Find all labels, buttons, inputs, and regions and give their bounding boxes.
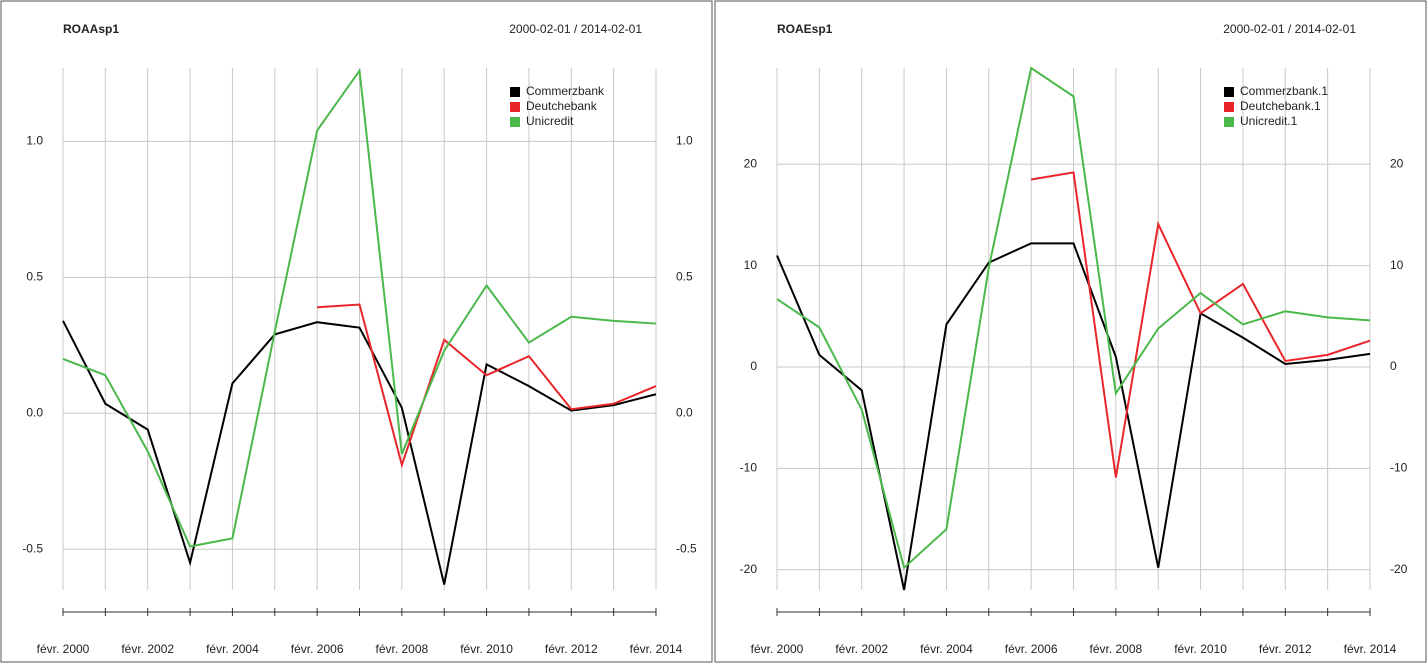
x-tick-label: févr. 2000 [37,642,90,656]
x-tick-label: févr. 2010 [1174,642,1227,656]
legend-label: Commerzbank.1 [1240,84,1328,98]
legend-swatch [510,87,520,97]
series-line [62,67,657,548]
x-tick-label: févr. 2010 [460,642,513,656]
series-line [776,66,1371,570]
x-tick-label: févr. 2014 [1344,642,1397,656]
y2-tick-label: -20 [1390,562,1408,576]
panel-border [0,0,713,663]
series-line [1030,171,1371,478]
y-tick-label: 1.0 [26,134,43,148]
x-tick-label: févr. 2004 [920,642,973,656]
y2-tick-label: 1.0 [676,134,693,148]
legend-label: Unicredit [526,114,574,128]
x-tick-label: févr. 2002 [121,642,174,656]
y2-tick-label: 10 [1390,258,1404,272]
y-tick-label: 0.0 [26,405,43,419]
legend-swatch [1224,102,1234,112]
y-tick-label: -20 [740,562,758,576]
x-tick-label: févr. 2002 [835,642,888,656]
legend-label: Deutchebank.1 [1240,99,1321,113]
y-tick-label: 20 [744,156,758,170]
chart-title: ROAEsp1 [777,22,833,36]
series-line [776,242,1371,591]
legend-label: Unicredit.1 [1240,114,1298,128]
series-line [317,303,657,469]
x-tick-label: févr. 2008 [375,642,428,656]
x-tick-label: févr. 2006 [1005,642,1058,656]
x-tick-label: févr. 2012 [1259,642,1312,656]
legend-swatch [510,117,520,127]
y2-tick-label: 0 [1390,359,1397,373]
legend-label: Commerzbank [526,84,605,98]
x-tick-label: févr. 2004 [206,642,259,656]
y2-tick-label: -0.5 [676,541,697,555]
panel-border [714,0,1427,663]
chart-title: ROAAsp1 [63,22,119,36]
y-tick-label: 0.5 [26,270,43,284]
legend-swatch [510,102,520,112]
y-tick-label: 0 [750,359,757,373]
y-tick-label: 10 [744,258,758,272]
y-tick-label: -10 [740,461,758,475]
y2-tick-label: 0.5 [676,270,693,284]
series-line [62,320,657,585]
y2-tick-label: 0.0 [676,405,693,419]
y2-tick-label: 20 [1390,156,1404,170]
chart-subtitle: 2000-02-01 / 2014-02-01 [509,22,642,36]
x-tick-label: févr. 2000 [751,642,804,656]
y-tick-label: -0.5 [22,541,43,555]
x-tick-label: févr. 2006 [291,642,344,656]
legend-swatch [1224,117,1234,127]
chart-subtitle: 2000-02-01 / 2014-02-01 [1223,22,1356,36]
x-tick-label: févr. 2012 [545,642,598,656]
y2-tick-label: -10 [1390,461,1408,475]
legend-swatch [1224,87,1234,97]
x-tick-label: févr. 2014 [630,642,683,656]
legend-label: Deutchebank [526,99,598,113]
x-tick-label: févr. 2008 [1089,642,1142,656]
